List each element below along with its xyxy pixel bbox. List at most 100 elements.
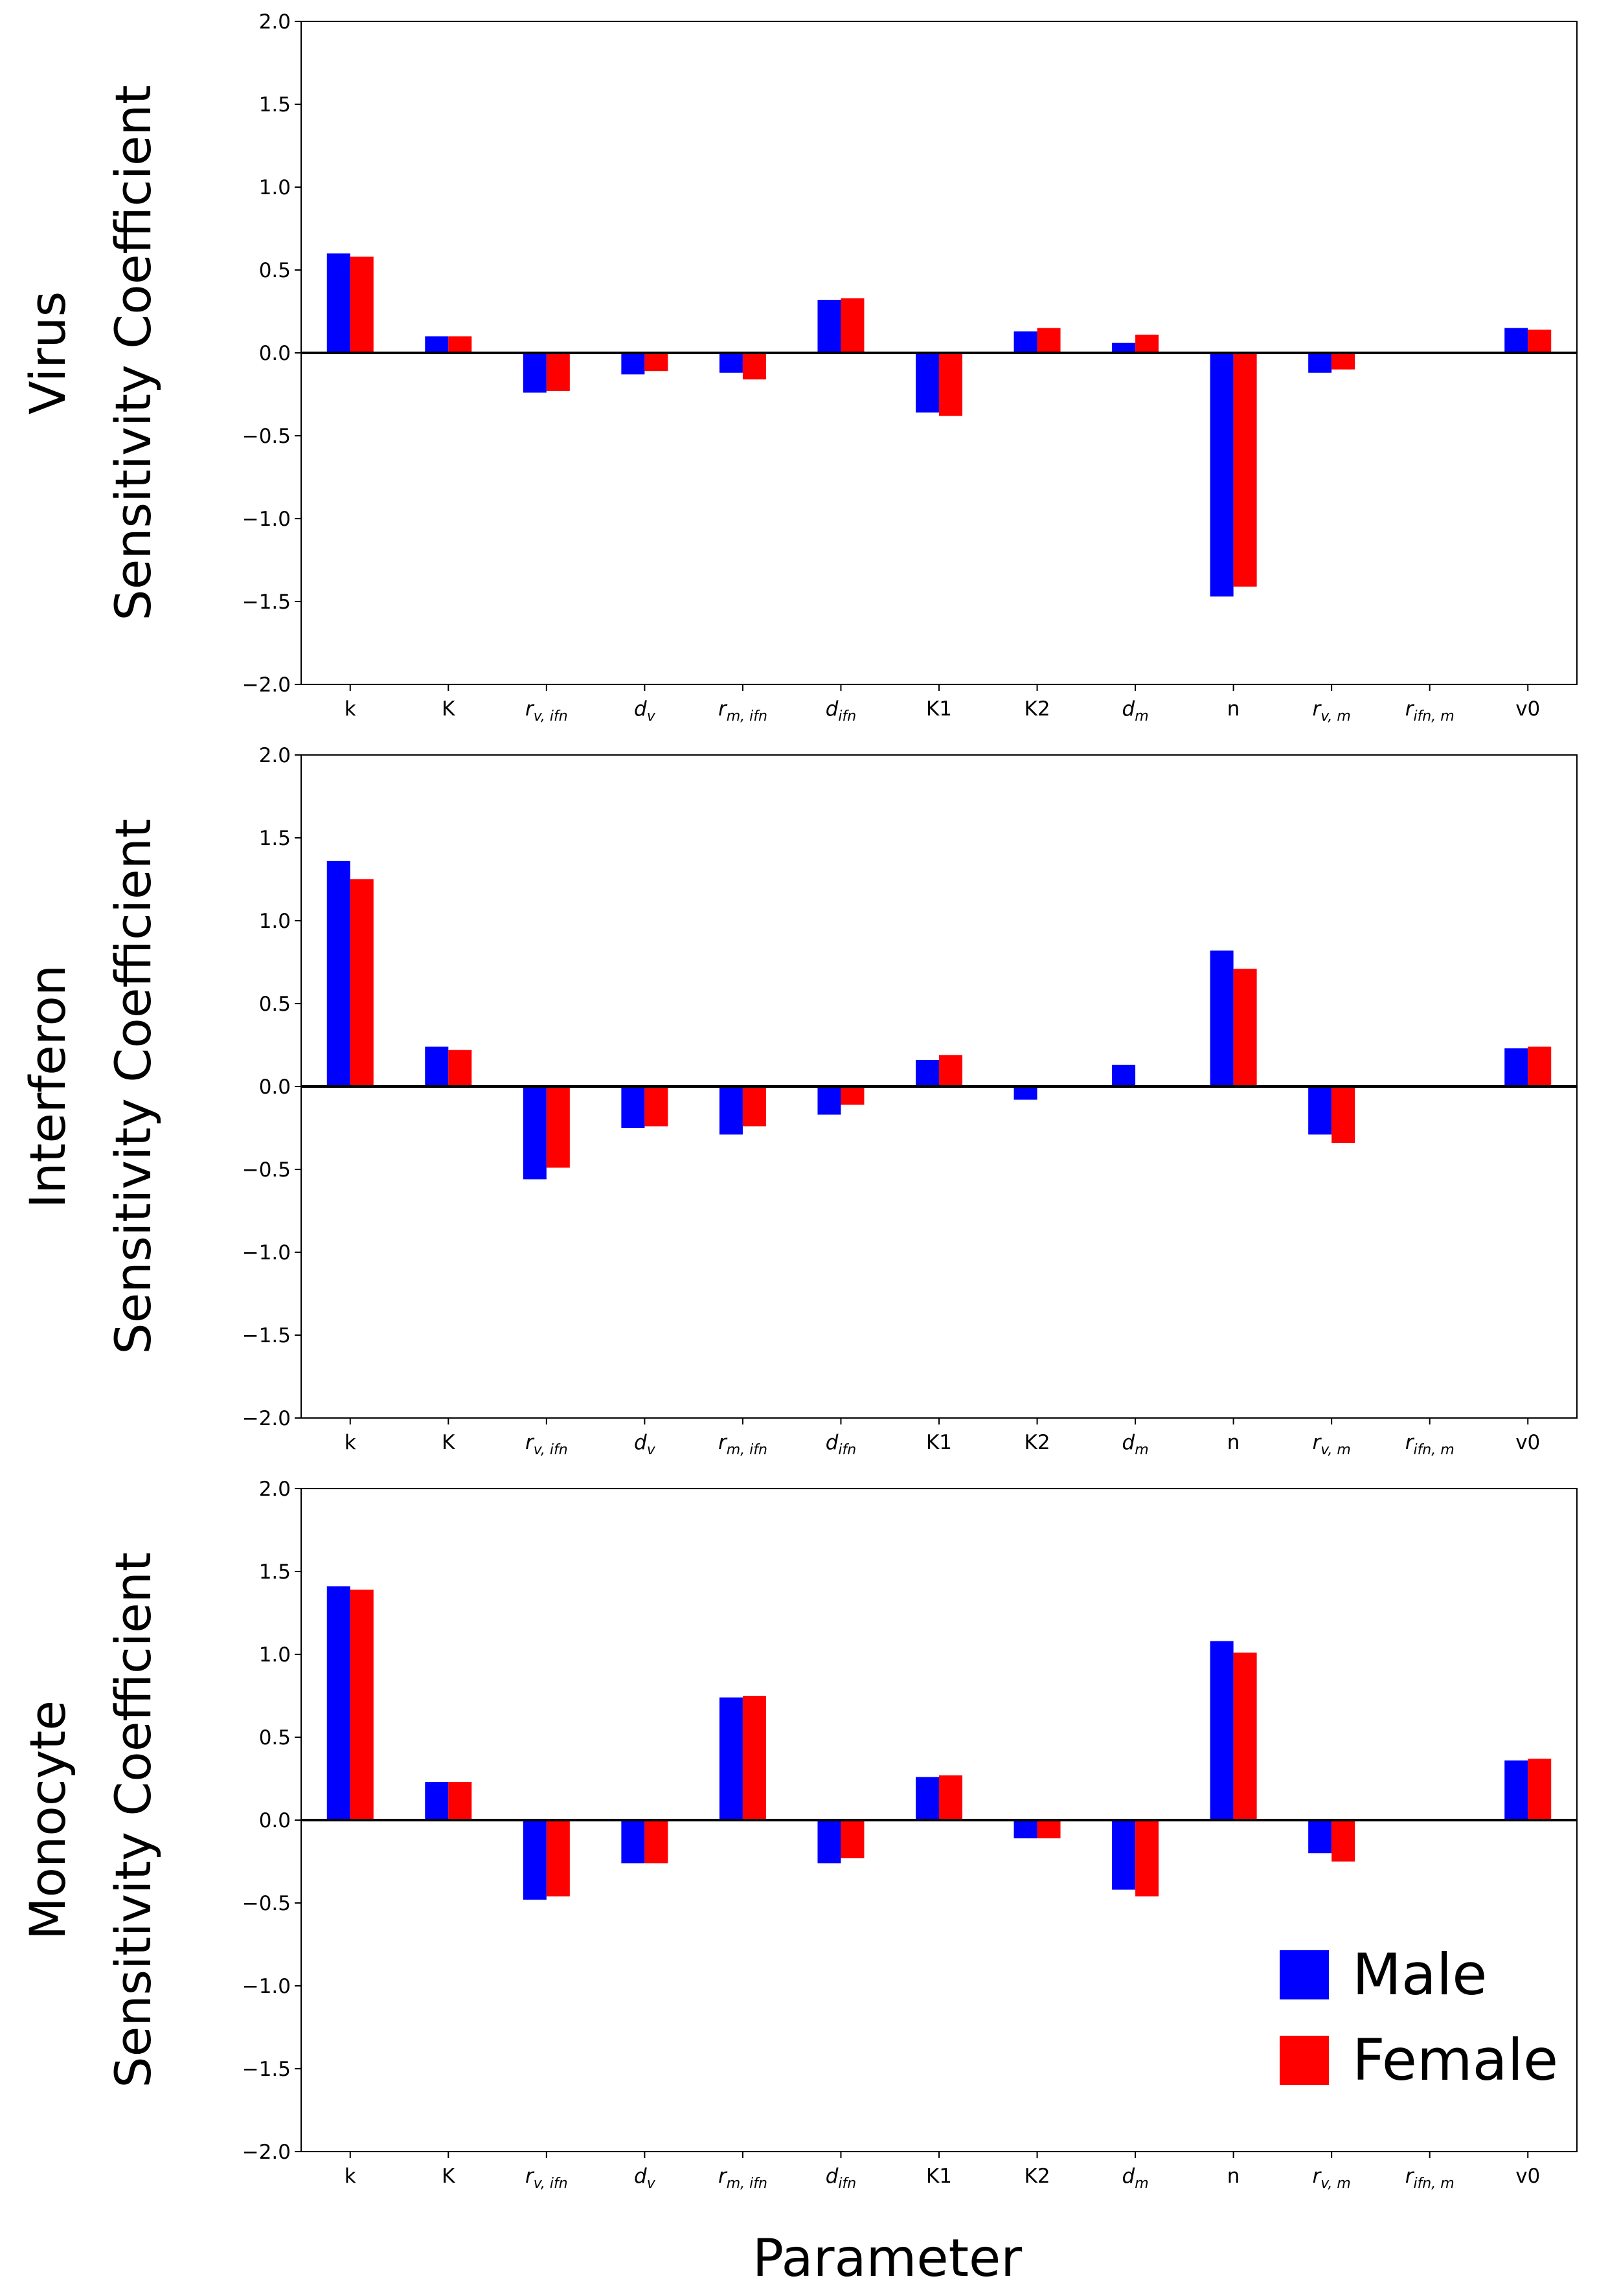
bar-male-k [425, 336, 449, 353]
bar-female-difn [841, 1086, 865, 1105]
x-tick-label: rv, ifn [525, 1431, 568, 1458]
bar-female-n [1233, 353, 1257, 587]
y-tick-label: −2.0 [242, 673, 291, 697]
y-tick-label: −1.0 [242, 1975, 291, 1998]
x-tick-label: dv [634, 1431, 656, 1458]
y-tick-label: 0.0 [259, 342, 291, 365]
legend-label-male: Male [1352, 1941, 1487, 2008]
bar-female-k [448, 336, 472, 353]
x-tick-label: v0 [1515, 2165, 1540, 2188]
x-axis-title: Parameter [753, 2228, 1022, 2288]
x-tick-label: K2 [1025, 2165, 1050, 2188]
y-tick-label: −1.5 [242, 591, 291, 614]
bar-male-rvm [1308, 1086, 1332, 1135]
x-tick-label: k [345, 1431, 356, 1454]
bar-female-rmifn [742, 1696, 766, 1820]
bar-female-dv [644, 1086, 668, 1127]
bar-male-k1 [916, 1060, 939, 1086]
bar-female-v0 [1528, 1046, 1552, 1086]
y-axis-title-variable: Virus [19, 291, 76, 414]
y-tick-label: −2.0 [242, 1407, 291, 1430]
y-tick-label: 0.5 [259, 993, 291, 1016]
bar-male-k [425, 1782, 449, 1820]
x-tick-label: rifn, m [1405, 2165, 1455, 2192]
bar-female-rmifn [742, 1086, 766, 1127]
x-tick-label: K2 [1025, 697, 1050, 721]
bar-female-k [350, 1590, 374, 1820]
x-tick-label: rm, ifn [718, 1431, 767, 1458]
y-axis-title: Sensitivity Coefficient [104, 85, 162, 620]
x-tick-label: K1 [926, 697, 952, 721]
bar-male-rvifn [523, 353, 547, 393]
x-tick-label: dv [634, 2165, 656, 2192]
x-tick-label: k [345, 697, 356, 721]
x-tick-label: K1 [926, 2165, 952, 2188]
x-tick-label: dm [1122, 2165, 1149, 2192]
y-tick-label: 0.0 [259, 1075, 291, 1099]
y-tick-label: 1.0 [259, 910, 291, 933]
bar-male-n [1210, 951, 1234, 1086]
x-tick-label: rv, m [1312, 697, 1350, 725]
bar-female-dv [644, 353, 668, 372]
bar-female-k2 [1037, 1820, 1061, 1839]
x-tick-label: dm [1122, 1431, 1149, 1458]
bar-male-k1 [916, 353, 939, 413]
x-tick-label: rm, ifn [718, 697, 767, 725]
y-tick-label: 1.5 [259, 1560, 291, 1584]
x-tick-label: rv, m [1312, 2165, 1350, 2192]
x-tick-label: rifn, m [1405, 697, 1455, 725]
x-tick-label: dm [1122, 697, 1149, 725]
x-tick-label: K2 [1025, 1431, 1050, 1454]
bar-female-k [448, 1782, 472, 1820]
bar-female-v0 [1528, 1759, 1552, 1820]
y-tick-label: 2.0 [259, 1478, 291, 1501]
x-tick-label: dv [634, 697, 656, 725]
bar-male-n [1210, 353, 1234, 597]
bar-male-k [326, 253, 350, 353]
y-tick-label: −1.5 [242, 1324, 291, 1347]
bar-male-k2 [1014, 1086, 1037, 1100]
bar-male-difn [817, 1086, 841, 1115]
bar-male-difn [817, 1820, 841, 1863]
bar-male-rvm [1308, 353, 1332, 373]
bar-male-v0 [1504, 328, 1528, 353]
bar-female-rvifn [546, 353, 570, 391]
bar-male-k1 [916, 1777, 939, 1820]
bar-female-dm [1135, 1820, 1159, 1896]
bar-female-k [350, 879, 374, 1086]
bar-female-k2 [1037, 328, 1061, 353]
bar-male-v0 [1504, 1760, 1528, 1820]
x-tick-label: difn [826, 697, 857, 725]
x-tick-label: difn [826, 1431, 857, 1458]
bar-male-dm [1112, 343, 1136, 353]
x-tick-label: K [442, 2165, 455, 2188]
x-tick-label: K [442, 1431, 455, 1454]
bar-female-k1 [939, 353, 962, 416]
y-tick-label: −0.5 [242, 1892, 291, 1915]
y-tick-label: 1.0 [259, 176, 291, 199]
x-tick-label: rifn, m [1405, 1431, 1455, 1458]
bar-male-k [326, 861, 350, 1086]
bar-female-n [1233, 969, 1257, 1086]
legend-label-female: Female [1352, 2027, 1558, 2093]
x-tick-label: v0 [1515, 1431, 1540, 1454]
x-tick-label: K [442, 697, 455, 721]
x-tick-label: rv, m [1312, 1431, 1350, 1458]
bar-female-rvifn [546, 1086, 570, 1168]
bar-female-difn [841, 298, 865, 353]
bar-female-k1 [939, 1055, 962, 1086]
bar-female-n [1233, 1652, 1257, 1820]
bar-male-rmifn [719, 1086, 743, 1135]
x-tick-label: difn [826, 2165, 857, 2192]
bar-female-k [350, 256, 374, 353]
bar-female-v0 [1528, 330, 1552, 353]
legend-swatch-female [1280, 2036, 1329, 2085]
y-tick-label: 0.5 [259, 259, 291, 282]
bar-female-k1 [939, 1775, 962, 1820]
bar-female-rmifn [742, 353, 766, 379]
bar-male-n [1210, 1641, 1234, 1820]
